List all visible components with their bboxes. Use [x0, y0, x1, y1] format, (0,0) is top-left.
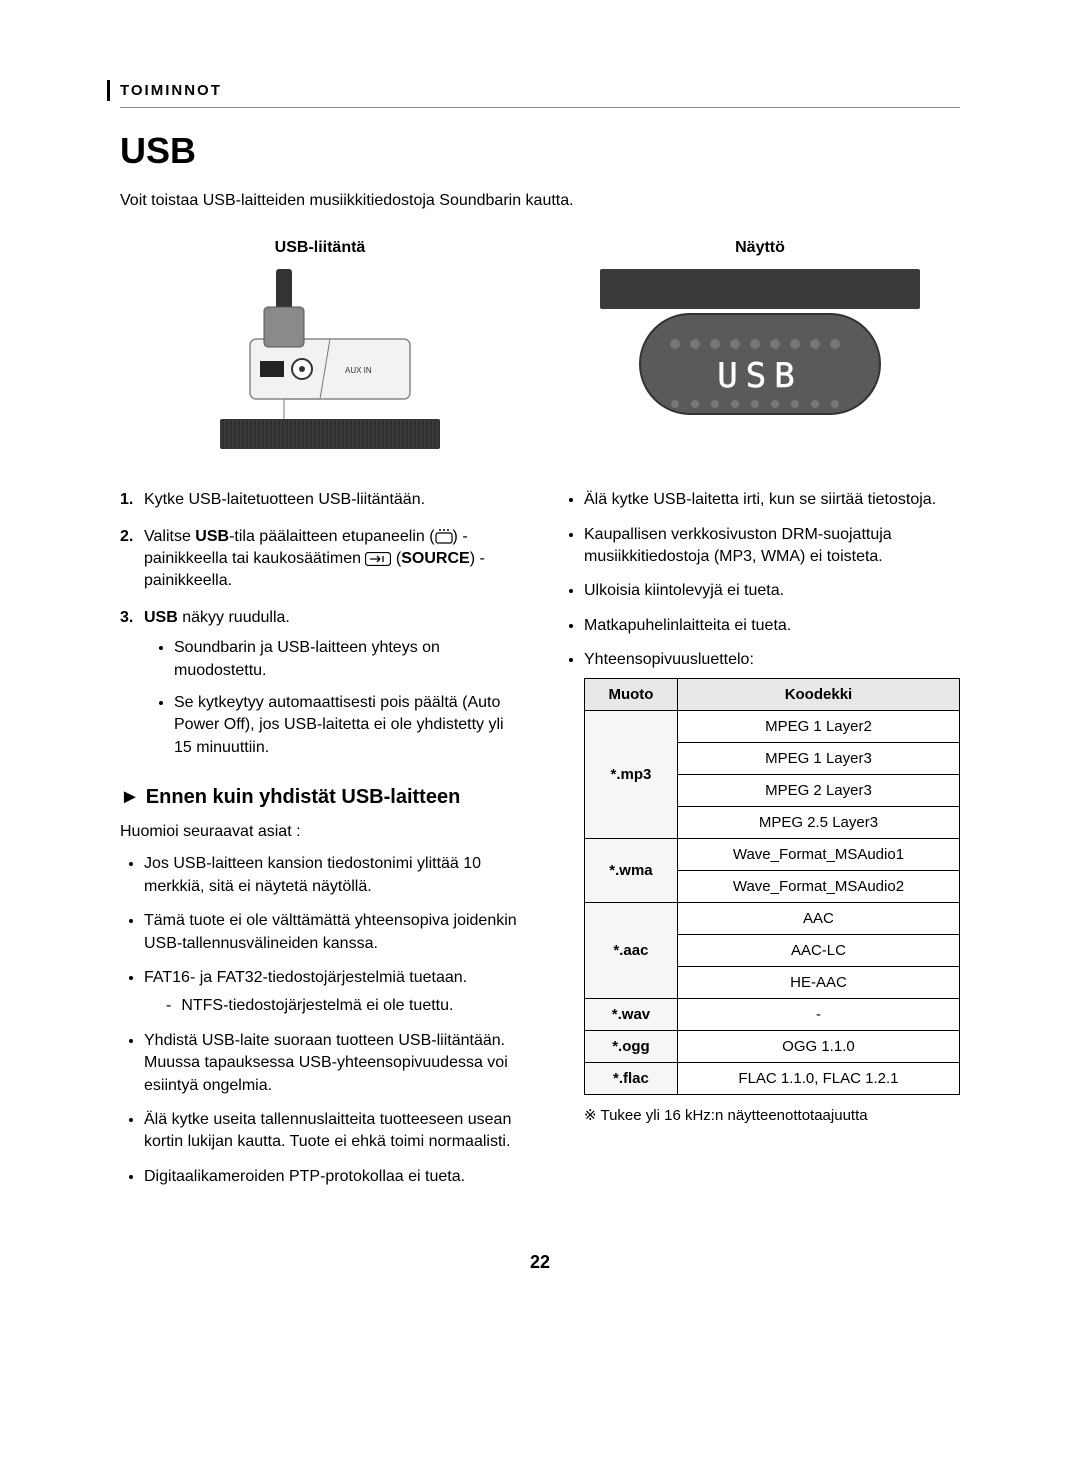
table-format-cell: *.aac	[585, 902, 678, 998]
table-header-codec: Koodekki	[677, 678, 959, 710]
step-3-sub-1: Soundbarin ja USB-laitteen yhteys on muo…	[174, 637, 520, 682]
right-bullet-5: Yhteensopivuusluettelo: Muoto Koodekki *…	[584, 649, 960, 1125]
step-1: Kytke USB-laitetuotteen USB-liitäntään.	[120, 489, 520, 511]
image-row: USB-liitäntä AUX IN Näyttö	[120, 237, 960, 459]
left-bullet-6: Digitaalikameroiden PTP-protokollaa ei t…	[144, 1166, 520, 1188]
steps-list: Kytke USB-laitetuotteen USB-liitäntään. …	[120, 489, 520, 759]
table-footnote: ※ Tukee yli 16 kHz:n näytteenottotaajuut…	[584, 1105, 960, 1126]
right-bullet-3: Ulkoisia kiintolevyjä ei tueta.	[584, 580, 960, 602]
usb-port-heading: USB-liitäntä	[120, 237, 520, 259]
table-codec-cell: -	[677, 998, 959, 1030]
content-columns: Kytke USB-laitetuotteen USB-liitäntään. …	[120, 489, 960, 1200]
divider	[120, 107, 960, 108]
left-bullet-3: FAT16- ja FAT32-tiedostojärjestelmiä tue…	[144, 967, 520, 1018]
left-bullet-1: Jos USB-laitteen kansion tiedostonimi yl…	[144, 853, 520, 898]
table-codec-cell: MPEG 2 Layer3	[677, 774, 959, 806]
table-format-cell: *.wav	[585, 998, 678, 1030]
intro-text: Voit toistaa USB-laitteiden musiikkitied…	[120, 190, 960, 212]
display-heading: Näyttö	[560, 237, 960, 259]
table-codec-cell: AAC-LC	[677, 934, 959, 966]
triangle-icon: ►	[120, 783, 140, 811]
subsection-lead: Huomioi seuraavat asiat :	[120, 821, 520, 843]
table-format-cell: *.wma	[585, 838, 678, 902]
section-label: TOIMINNOT	[107, 80, 960, 101]
subsection-heading: ►Ennen kuin yhdistät USB-laitteen	[120, 783, 520, 811]
left-bullet-4: Yhdistä USB-laite suoraan tuotteen USB-l…	[144, 1030, 520, 1097]
panel-button-icon	[435, 528, 453, 544]
table-codec-cell: AAC	[677, 902, 959, 934]
step-3-sublist: Soundbarin ja USB-laitteen yhteys on muo…	[144, 637, 520, 759]
left-bullet-5: Älä kytke useita tallennuslaitteita tuot…	[144, 1109, 520, 1154]
right-bullet-1: Älä kytke USB-laitetta irti, kun se siir…	[584, 489, 960, 511]
left-bullets: Jos USB-laitteen kansion tiedostonimi yl…	[120, 853, 520, 1188]
table-format-cell: *.ogg	[585, 1030, 678, 1062]
source-button-icon	[365, 552, 391, 566]
table-format-cell: *.mp3	[585, 710, 678, 838]
table-codec-cell: MPEG 1 Layer2	[677, 710, 959, 742]
page-number: 22	[120, 1250, 960, 1275]
table-codec-cell: MPEG 2.5 Layer3	[677, 806, 959, 838]
table-format-cell: *.flac	[585, 1062, 678, 1094]
table-header-format: Muoto	[585, 678, 678, 710]
step-3: USB näkyy ruudulla. Soundbarin ja USB-la…	[120, 607, 520, 759]
usb-port-column: USB-liitäntä AUX IN	[120, 237, 520, 459]
left-column: Kytke USB-laitetuotteen USB-liitäntään. …	[120, 489, 520, 1200]
page-title: USB	[120, 126, 960, 176]
table-codec-cell: HE-AAC	[677, 966, 959, 998]
right-bullet-2: Kaupallisen verkkosivuston DRM-suojattuj…	[584, 524, 960, 569]
codec-table: Muoto Koodekki *.mp3MPEG 1 Layer2MPEG 1 …	[584, 678, 960, 1095]
step-2: Valitse USB-tila päälaitteen etupaneelin…	[120, 526, 520, 593]
table-codec-cell: Wave_Format_MSAudio1	[677, 838, 959, 870]
right-bullets: Älä kytke USB-laitetta irti, kun se siir…	[560, 489, 960, 1125]
table-codec-cell: OGG 1.1.0	[677, 1030, 959, 1062]
usb-port-illustration: AUX IN	[190, 269, 450, 459]
step-3-sub-2: Se kytkeytyy automaattisesti pois päältä…	[174, 692, 520, 759]
display-column: Näyttö USB	[560, 237, 960, 459]
display-usb-text: USB	[717, 356, 802, 396]
table-codec-cell: FLAC 1.1.0, FLAC 1.2.1	[677, 1062, 959, 1094]
table-codec-cell: Wave_Format_MSAudio2	[677, 870, 959, 902]
left-bullet-3-dash-1: NTFS-tiedostojärjestelmä ei ole tuettu.	[166, 995, 520, 1017]
display-illustration: USB	[600, 269, 920, 419]
right-column: Älä kytke USB-laitetta irti, kun se siir…	[560, 489, 960, 1200]
left-bullet-2: Tämä tuote ei ole välttämättä yhteensopi…	[144, 910, 520, 955]
table-codec-cell: MPEG 1 Layer3	[677, 742, 959, 774]
left-bullet-3-dash: NTFS-tiedostojärjestelmä ei ole tuettu.	[144, 995, 520, 1017]
right-bullet-4: Matkapuhelinlaitteita ei tueta.	[584, 615, 960, 637]
svg-text:AUX IN: AUX IN	[345, 366, 372, 375]
